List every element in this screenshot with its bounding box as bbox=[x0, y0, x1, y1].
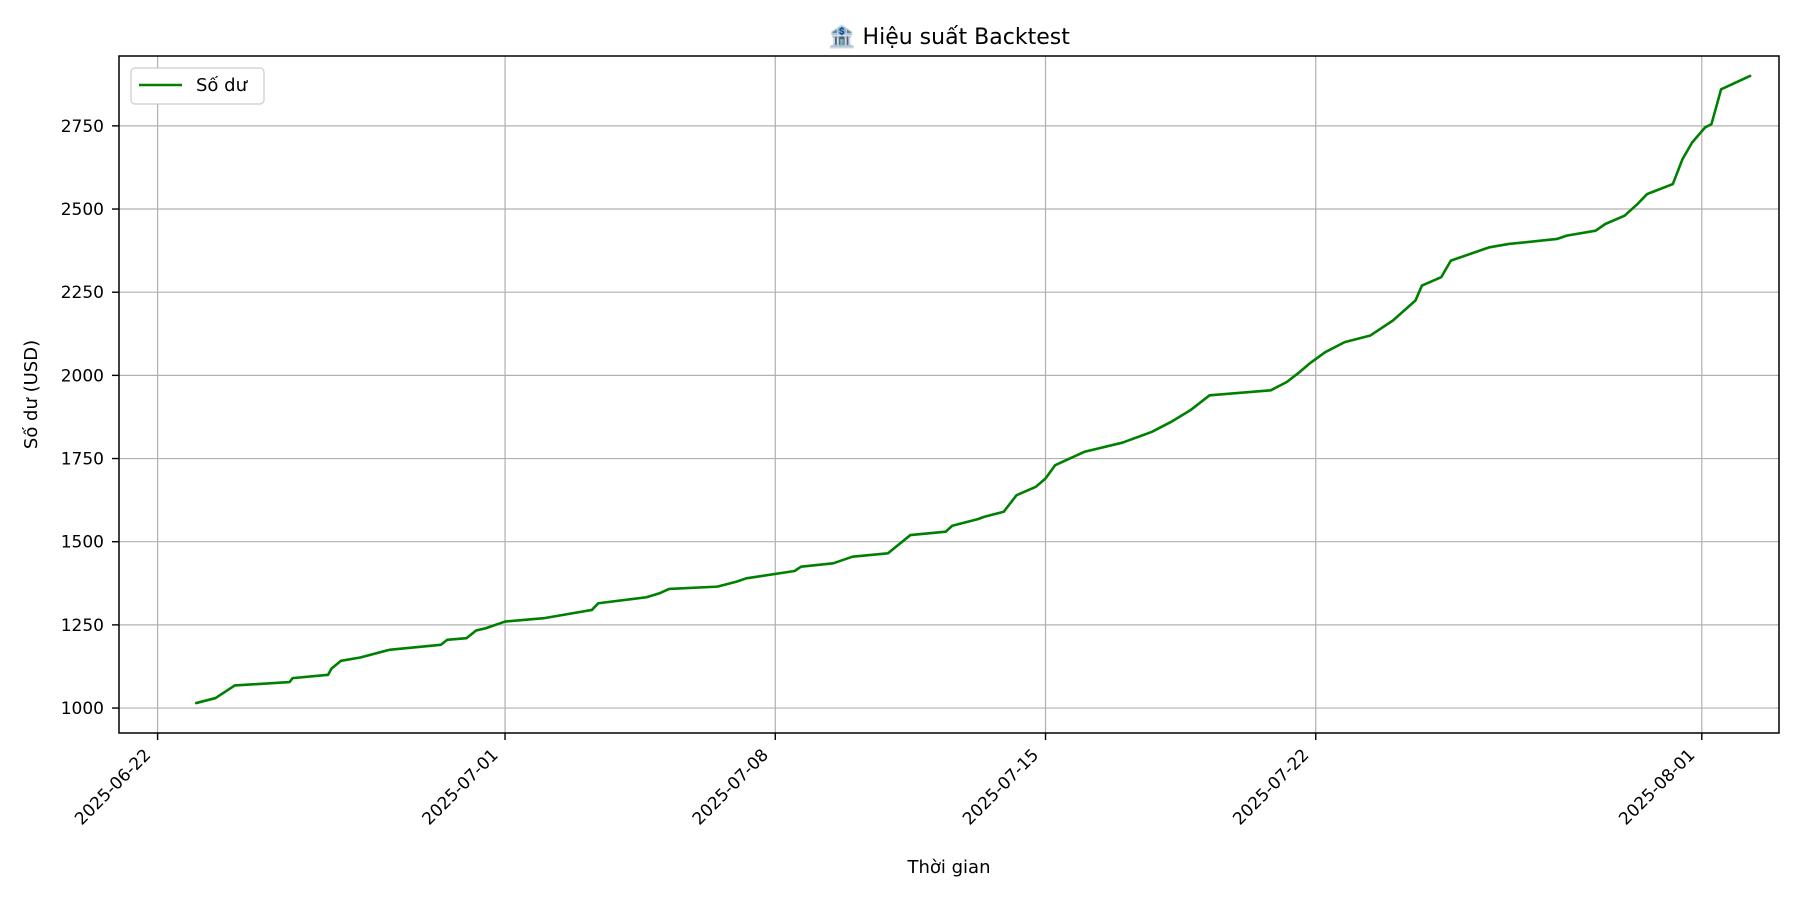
x-tick-label-1: 2025-07-01 bbox=[419, 745, 503, 829]
tick-layer: 2025-06-22 2025-07-01 2025-07-08 2025-07-15… bbox=[61, 117, 1703, 829]
series-line-0 bbox=[194, 74, 1752, 705]
x-tick-label-2: 2025-07-08 bbox=[689, 745, 773, 829]
y-tick-label-2: 1500 bbox=[61, 533, 104, 553]
y-tick-label-0: 1000 bbox=[61, 699, 104, 719]
y-tick-label-6: 2500 bbox=[61, 200, 104, 220]
y-tick-label-7: 2750 bbox=[61, 117, 104, 137]
y-tick-label-5: 2250 bbox=[61, 283, 104, 303]
y-tick-label-3: 1750 bbox=[61, 450, 104, 470]
y-axis-label: Số dư (USD) bbox=[21, 340, 42, 449]
chart-title: 🏦 Hiệu suất Backtest bbox=[828, 24, 1070, 50]
y-tick-label-4: 2000 bbox=[61, 366, 104, 386]
x-tick-label-3: 2025-07-15 bbox=[959, 745, 1043, 829]
x-tick-label-4: 2025-07-22 bbox=[1229, 745, 1313, 829]
x-tick-label-5: 2025-08-01 bbox=[1615, 745, 1699, 829]
grid-layer bbox=[119, 56, 1779, 733]
legend-label: Số dư bbox=[196, 75, 249, 96]
series-layer bbox=[194, 74, 1752, 705]
y-tick-label-1: 1250 bbox=[61, 616, 104, 636]
x-tick-label-0: 2025-06-22 bbox=[71, 745, 155, 829]
legend-box bbox=[130, 67, 265, 105]
x-axis-label: Thời gian bbox=[906, 857, 990, 878]
legend: Số dư bbox=[130, 67, 265, 105]
plot-frame bbox=[118, 55, 1780, 734]
